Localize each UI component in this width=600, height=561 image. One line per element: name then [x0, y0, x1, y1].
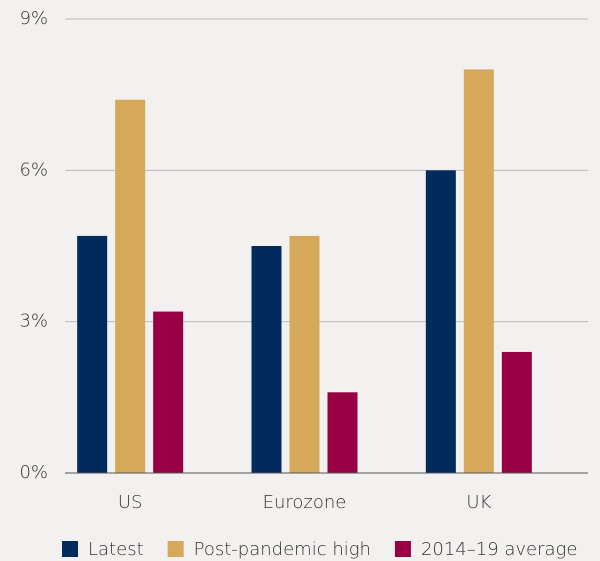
- bar: [251, 246, 282, 473]
- bar: [77, 235, 108, 473]
- bar: [501, 351, 532, 473]
- x-tick-label: Eurozone: [263, 492, 347, 513]
- legend-swatch: [167, 541, 184, 557]
- bar: [153, 311, 184, 473]
- bar: [115, 99, 146, 473]
- bar: [425, 170, 456, 474]
- legend-label: 2014–19 average: [421, 539, 578, 560]
- y-tick-label: 6%: [19, 159, 48, 180]
- y-tick-label: 9%: [19, 8, 48, 29]
- y-tick-label: 3%: [19, 311, 48, 332]
- legend-label: Latest: [88, 539, 144, 560]
- legend-swatch: [394, 541, 411, 557]
- bar: [463, 69, 494, 473]
- legend-swatch: [62, 541, 78, 557]
- legend-label: Post-pandemic high: [194, 539, 371, 560]
- x-tick-label: US: [118, 492, 143, 513]
- bar: [289, 235, 320, 473]
- y-tick-label: 0%: [19, 462, 48, 483]
- x-tick-label: UK: [466, 492, 491, 513]
- bar: [327, 392, 358, 473]
